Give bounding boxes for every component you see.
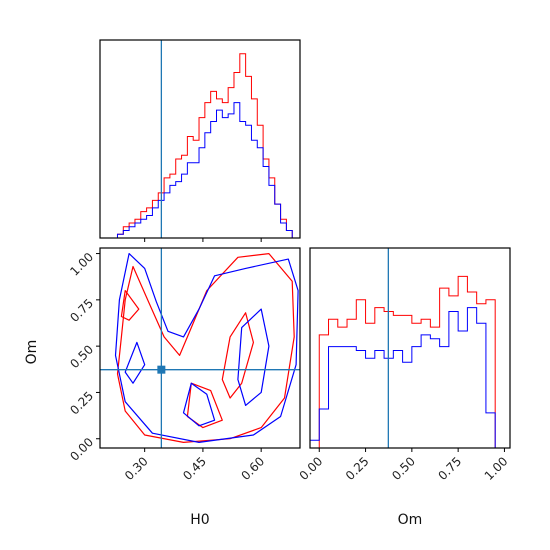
hist-om-x-tick-label-4: 1.00 xyxy=(482,454,511,483)
contour-blue-3 xyxy=(237,308,270,406)
contour-blue-0 xyxy=(114,253,299,443)
hist-om-frame xyxy=(309,247,511,449)
contour-x-tick-label-1: 0.45 xyxy=(180,454,209,483)
hist-om-x-tick-label-3: 0.75 xyxy=(435,454,464,483)
contour-y-tick-label-4: 1.00 xyxy=(67,250,96,279)
hist-om-blue-series xyxy=(309,307,505,449)
contour-blue-1 xyxy=(124,341,146,384)
hist-h0-panel xyxy=(99,39,301,242)
y-axis-label-om: Om xyxy=(24,340,40,365)
hist-h0-red-series xyxy=(116,53,299,239)
contour-red-0 xyxy=(116,253,295,443)
hist-om-panel: 0.00 0.25 0.50 0.75 1.00 xyxy=(297,247,511,483)
contour-blue-2 xyxy=(182,382,216,427)
truth-marker xyxy=(157,365,166,374)
contour-frame xyxy=(99,247,301,449)
hist-om-x-tick-label-0: 0.00 xyxy=(297,454,326,483)
hist-h0-blue-series xyxy=(116,102,299,239)
contour-y-tick-label-1: 0.25 xyxy=(67,389,96,418)
hist-h0-frame xyxy=(99,39,301,239)
contour-red-3 xyxy=(221,312,254,399)
contour-red-1 xyxy=(120,290,140,321)
contour-panel: 0.30 0.45 0.60 0.00 0.25 0.50 0.75 1.00 xyxy=(67,247,301,483)
contour-red-2 xyxy=(186,382,223,429)
x-axis-label-om: Om xyxy=(398,512,423,528)
x-axis-label-h0: H0 xyxy=(190,512,209,528)
contour-y-tick-label-3: 0.75 xyxy=(67,296,96,325)
contour-y-tick-label-0: 0.00 xyxy=(67,435,96,464)
hist-om-red-series xyxy=(310,275,505,449)
hist-om-x-tick-label-1: 0.25 xyxy=(343,454,372,483)
contour-x-tick-label-0: 0.30 xyxy=(122,454,151,483)
hist-om-x-tick-label-2: 0.50 xyxy=(389,454,418,483)
contour-y-tick-label-2: 0.50 xyxy=(67,342,96,371)
contour-x-tick-label-2: 0.60 xyxy=(238,454,267,483)
